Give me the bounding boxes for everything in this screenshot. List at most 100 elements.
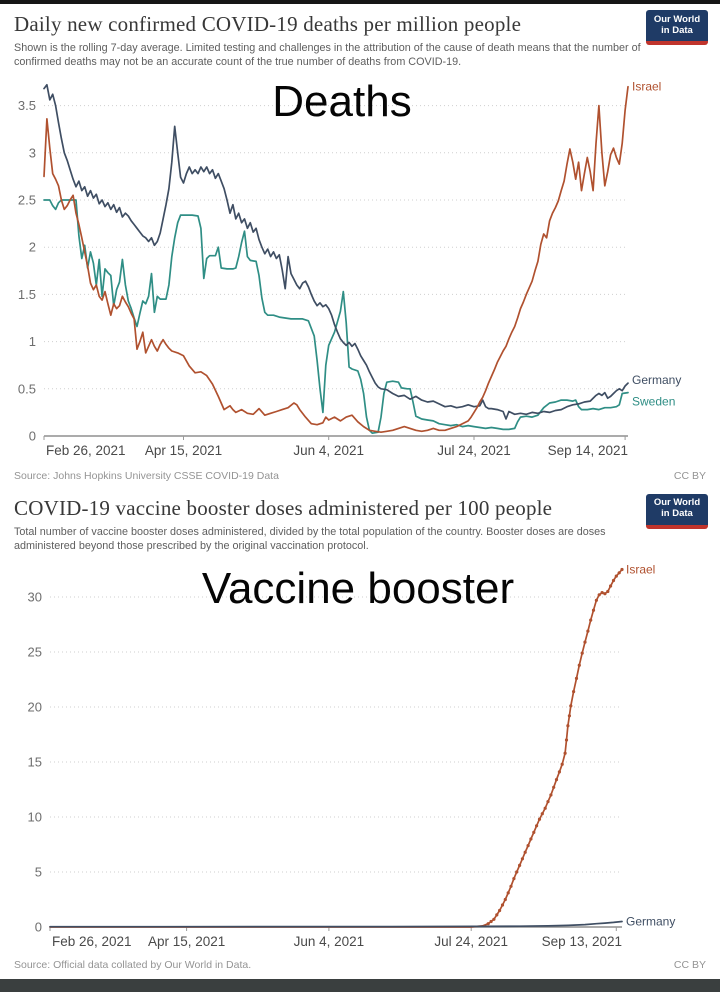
- series-israel-marker: [567, 714, 572, 718]
- series-israel-marker: [597, 593, 601, 597]
- series-germany-line: [49, 920, 623, 928]
- owid-logo-text-line1: Our World: [653, 497, 701, 509]
- owid-logo-text-line2: in Data: [661, 508, 693, 519]
- series-israel-marker: [515, 870, 519, 874]
- series-label-israel: Israel: [626, 563, 655, 577]
- series-sweden-line: [43, 198, 629, 434]
- series-label-sweden: Sweden: [632, 394, 675, 408]
- x-tick-label: Jul 24, 2021: [434, 934, 508, 949]
- series-israel-marker: [526, 844, 530, 848]
- series-israel-marker: [523, 850, 527, 854]
- series-israel-marker: [486, 922, 490, 926]
- y-tick-label: 20: [28, 700, 42, 715]
- series-israel-marker: [600, 591, 604, 595]
- owid-logo: Our World in Data: [646, 10, 708, 45]
- series-israel-line: [43, 85, 629, 433]
- chart-title: COVID-19 vaccine booster doses administe…: [14, 495, 553, 520]
- series-israel-marker: [489, 919, 493, 924]
- series-israel-marker: [506, 891, 510, 895]
- series-israel-marker: [557, 770, 562, 774]
- series-israel-marker: [569, 704, 573, 708]
- series-israel-marker: [577, 663, 581, 667]
- series-israel-marker: [492, 917, 496, 921]
- owid-logo-text-line1: Our World: [653, 13, 701, 25]
- series-israel-marker: [560, 762, 564, 766]
- x-tick-label: Jul 24, 2021: [437, 443, 511, 458]
- series-germany-line: [43, 83, 629, 420]
- series-israel-marker: [512, 877, 516, 881]
- series-israel-marker: [609, 584, 613, 588]
- series-israel-marker: [594, 598, 599, 602]
- x-tick-label: Feb 26, 2021: [52, 934, 132, 949]
- series-israel-marker: [603, 592, 607, 596]
- y-tick-label: 0.5: [18, 381, 36, 396]
- overlay-caption: Deaths: [272, 77, 411, 126]
- x-tick-label: Apr 15, 2021: [145, 443, 222, 458]
- y-tick-label: 5: [35, 865, 42, 880]
- series-israel-marker: [614, 574, 618, 578]
- y-tick-label: 1.5: [18, 286, 36, 301]
- series-israel-marker: [563, 751, 567, 755]
- overlay-caption: Vaccine booster: [202, 564, 514, 613]
- series-israel-marker: [552, 785, 556, 789]
- series-israel-marker: [572, 690, 576, 694]
- series-israel-marker: [583, 640, 587, 644]
- series-israel-marker: [495, 913, 499, 917]
- bottom-crop-bar: [0, 979, 720, 992]
- y-tick-label: 2: [29, 239, 36, 254]
- series-israel-marker: [532, 830, 536, 834]
- series-israel-marker: [546, 800, 550, 804]
- series-israel-marker: [611, 578, 616, 583]
- series-israel-marker: [535, 824, 539, 828]
- series-israel-marker: [529, 837, 533, 841]
- series-israel-marker: [586, 629, 590, 633]
- series-israel-marker: [509, 884, 513, 888]
- booster-chart-footer: Source: Official data collated by Our Wo…: [0, 957, 720, 977]
- booster-chart-section: COVID-19 vaccine booster doses administe…: [0, 488, 720, 978]
- series-israel-marker: [520, 857, 525, 861]
- y-tick-label: 3: [29, 145, 36, 160]
- x-tick-label: Sep 13, 2021: [542, 934, 622, 949]
- series-israel-marker: [566, 724, 570, 728]
- series-israel-marker: [540, 812, 544, 816]
- series-israel-marker: [591, 608, 596, 612]
- y-tick-label: 0: [35, 920, 42, 935]
- chart-subtitle: Total number of vaccine booster doses ad…: [14, 525, 606, 552]
- y-tick-label: 25: [28, 645, 42, 660]
- series-label-germany: Germany: [632, 373, 681, 387]
- x-tick-label: Jun 4, 2021: [294, 934, 365, 949]
- series-israel-marker: [617, 571, 621, 575]
- y-tick-label: 1: [29, 334, 36, 349]
- y-tick-label: 10: [28, 810, 42, 825]
- license-label: CC BY: [673, 959, 706, 971]
- series-israel-marker: [606, 589, 610, 594]
- x-tick-label: Apr 15, 2021: [148, 934, 225, 949]
- deaths-chart-footer: Source: Johns Hopkins University CSSE CO…: [0, 468, 720, 488]
- series-label-germany: Germany: [626, 915, 675, 929]
- series-israel-marker: [580, 651, 584, 655]
- y-tick-label: 15: [28, 755, 42, 770]
- series-israel-marker: [543, 806, 547, 810]
- series-israel-marker: [620, 567, 624, 572]
- series-israel-marker: [554, 778, 559, 782]
- series-israel-line: [49, 568, 623, 928]
- series-israel-marker: [498, 908, 502, 913]
- series-israel-marker: [518, 863, 522, 867]
- series-israel-marker: [549, 793, 553, 797]
- deaths-line-chart: 0 0.5 1 1.5 2 2.5 3 3.5 Feb 26, 2021 Apr 15, 2021…: [18, 77, 681, 458]
- y-tick-label: 0: [29, 428, 36, 443]
- series-label-israel: Israel: [632, 79, 661, 93]
- series-israel-marker: [564, 738, 569, 742]
- chart-subtitle: Shown is the rolling 7-day average. Limi…: [14, 42, 641, 69]
- series-israel-marker: [503, 897, 507, 902]
- owid-logo: Our World in Data: [646, 493, 708, 529]
- x-tick-label: Jun 4, 2021: [293, 443, 364, 458]
- booster-line-chart: 0 5 10 15 20 25 30 Feb 26, 2021 Apr 15, 2021 Jun …: [28, 563, 676, 950]
- top-crop-bar: [0, 0, 720, 4]
- license-label: CC BY: [673, 469, 706, 482]
- booster-chart-header: COVID-19 vaccine booster doses administe…: [0, 488, 720, 554]
- y-tick-label: 3.5: [18, 98, 36, 113]
- owid-logo-text-line2: in Data: [661, 24, 693, 36]
- series-israel-marker: [589, 618, 593, 622]
- y-tick-label: 30: [28, 590, 42, 605]
